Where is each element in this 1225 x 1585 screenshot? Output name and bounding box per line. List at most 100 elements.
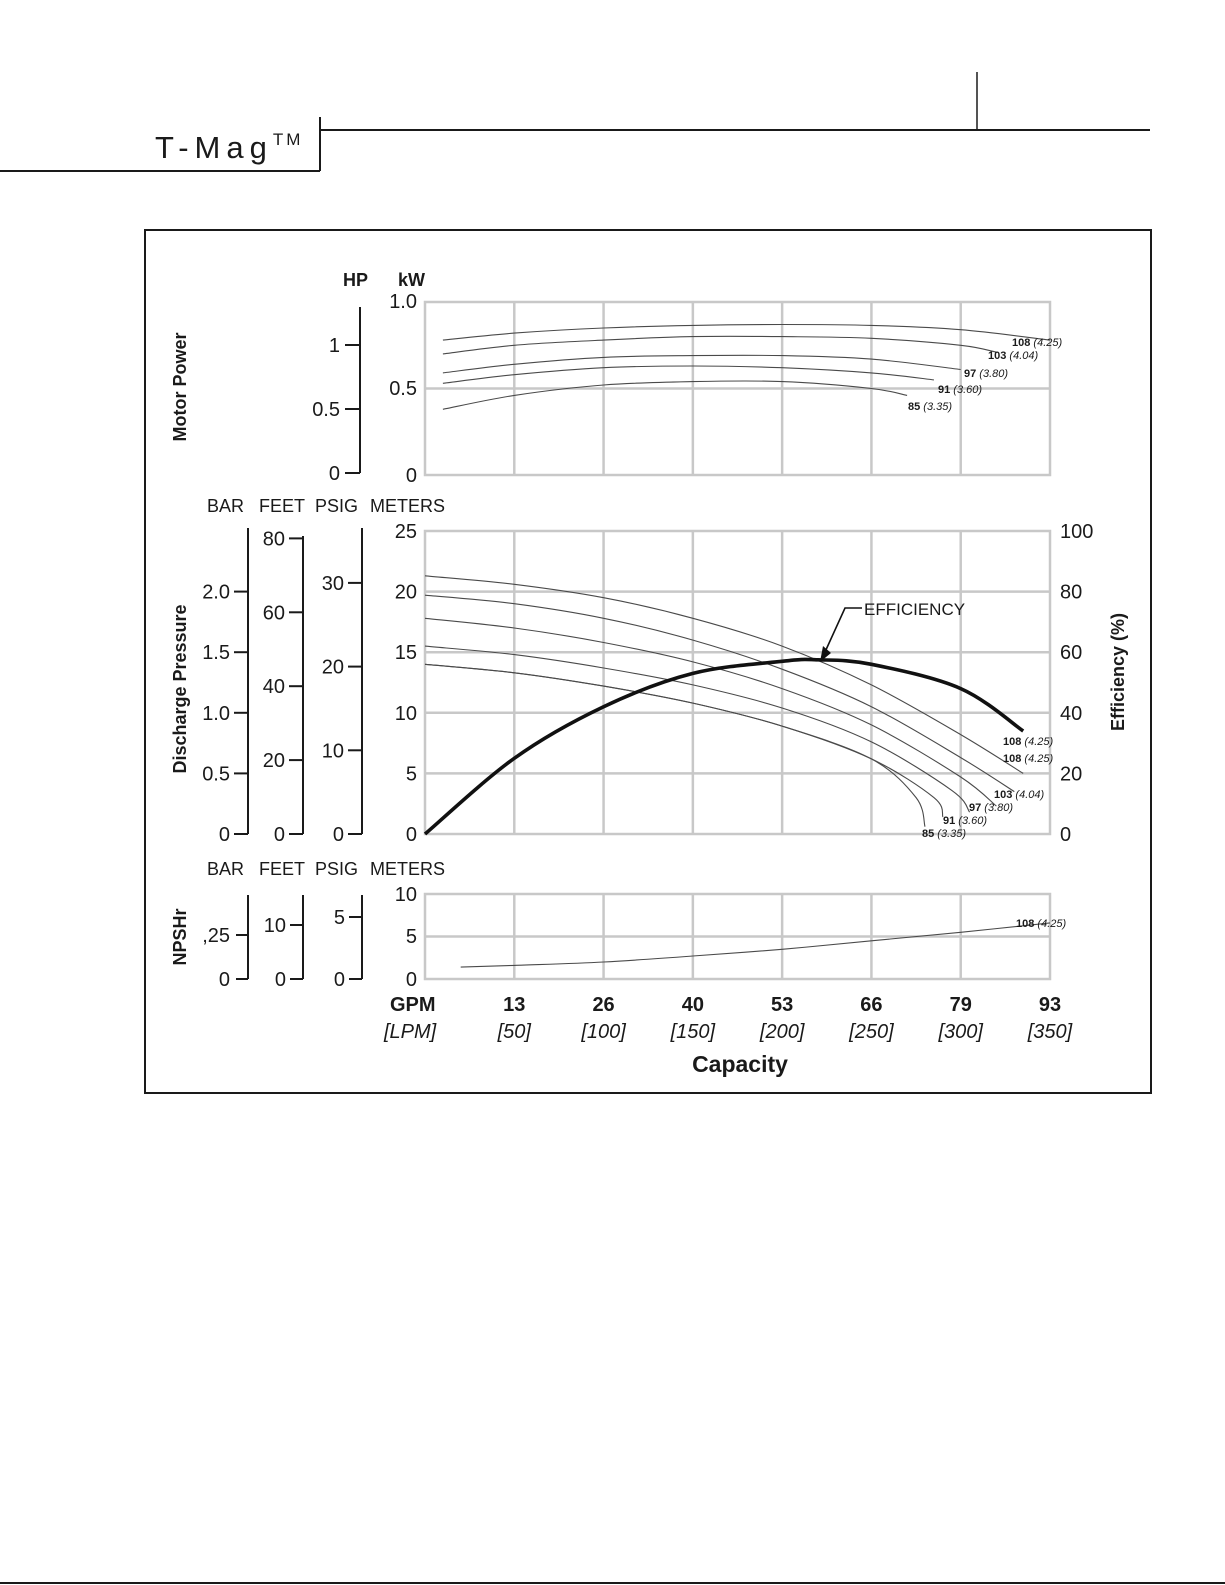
discharge-gridlines — [425, 531, 1050, 834]
psig-axis-ticks: 30 20 10 0 — [322, 573, 362, 846]
x-tick-label-lpm: [300] — [937, 1021, 983, 1043]
curve-label: 97 (3.80) — [969, 802, 1013, 814]
curve-label-diameter: 108 — [1003, 753, 1024, 765]
curve-label-kw: (4.25) — [1037, 918, 1066, 930]
curve-label-kw: (3.80) — [984, 802, 1013, 814]
meters-tick-label: 20 — [395, 582, 417, 604]
meters-tick-label: 10 — [395, 703, 417, 725]
motor-power-panel: 108 (4.25)103 (4.04)97 (3.80)91 (3.60)85… — [170, 270, 1062, 487]
brand-trademark: TM — [273, 130, 304, 149]
discharge-curve-labels: 108 (4.25)108 (4.25)103 (4.04)97 (3.80)9… — [922, 736, 1053, 840]
motor-curve-labels: 108 (4.25)103 (4.04)97 (3.80)91 (3.60)85… — [908, 337, 1062, 413]
discharge-panel: BAR FEET PSIG METERS 2.0 1.5 1.0 0.5 0 80 60 4… — [170, 496, 1128, 846]
x-tick-label-lpm: [350] — [1027, 1021, 1073, 1043]
curve-label: 108 (4.25) — [1012, 337, 1062, 349]
curve-label-kw: (4.25) — [1024, 753, 1053, 765]
npshr-panel: BAR FEET PSIG METERS ,25 0 10 0 5 0 10 5… — [170, 859, 1066, 991]
curve-label-diameter: 97 — [969, 802, 984, 814]
feet-tick-label: 0 — [274, 824, 285, 846]
npshr-bar-tick-label: 0 — [219, 969, 230, 991]
gpm-axis-label: GPM — [390, 994, 436, 1016]
efficiency-callout-arrow — [820, 646, 831, 662]
efficiency-curve — [423, 657, 1025, 836]
curve-label: 103 (4.04) — [988, 350, 1038, 362]
x-axis-ticks: 13 [50] 26 [100] 40 [150] 53 [200] 66 [250] 79 [300… — [497, 994, 1073, 1043]
curve-label-kw: (4.04) — [1009, 350, 1038, 362]
motor-power-curve — [442, 323, 1051, 341]
efficiency-axis-ticks: 100 80 60 40 20 0 — [1060, 521, 1093, 846]
unit-label-meters: METERS — [370, 496, 445, 516]
brand-title: T-MagTM — [155, 130, 303, 165]
curve-label-diameter: 108 — [1003, 736, 1024, 748]
unit-label-feet: FEET — [259, 496, 305, 516]
curve-label: 108 (4.25) — [1003, 736, 1053, 748]
discharge-pressure-title: Discharge Pressure — [170, 604, 190, 773]
efficiency-tick-label: 80 — [1060, 582, 1082, 604]
curve-label: 91 (3.60) — [943, 815, 987, 827]
unit-label-meters: METERS — [370, 859, 445, 879]
hp-tick-label: 1 — [329, 335, 340, 357]
efficiency-tick-label: 100 — [1060, 521, 1093, 543]
npshr-curve-labels: 108 (4.25) — [1016, 918, 1066, 930]
head-curve — [424, 645, 971, 813]
npshr-meters-tick-label: 0 — [406, 969, 417, 991]
feet-tick-label: 20 — [263, 750, 285, 772]
head-curve — [424, 575, 1024, 774]
figure-frame — [144, 229, 1152, 1094]
curve-label-kw: (3.35) — [937, 828, 966, 840]
curve-label-kw: (3.60) — [953, 384, 982, 396]
curve-label-kw: (3.60) — [958, 815, 987, 827]
bar-tick-label: 2.0 — [202, 582, 230, 604]
x-tick-label-gpm: 93 — [1039, 994, 1061, 1016]
curve-label: 91 (3.60) — [938, 384, 982, 396]
meters-axis-ticks: 25 20 15 10 5 0 — [395, 521, 417, 846]
curve-label-kw: (4.25) — [1033, 337, 1062, 349]
curve-label-kw: (3.80) — [979, 368, 1008, 380]
motor-gridlines — [425, 302, 1050, 475]
psig-tick-label: 20 — [322, 657, 344, 679]
meters-tick-label: 5 — [406, 763, 417, 785]
psig-tick-label: 0 — [333, 824, 344, 846]
npshr-psig-tick-label: 0 — [334, 969, 345, 991]
unit-label-psig: PSIG — [315, 496, 358, 516]
x-tick-label-lpm: [100] — [580, 1021, 626, 1043]
curve-label: 85 (3.35) — [922, 828, 966, 840]
motor-power-curve — [442, 335, 997, 355]
npshr-bar-tick-label: ,25 — [202, 925, 230, 947]
x-tick-label-lpm: [150] — [670, 1021, 716, 1043]
curve-label-diameter: 85 — [922, 828, 937, 840]
curve-label: 85 (3.35) — [908, 401, 952, 413]
motor-curves — [442, 323, 1051, 410]
curve-label-diameter: 91 — [938, 384, 953, 396]
efficiency-tick-label: 20 — [1060, 763, 1082, 785]
head-curve — [424, 663, 926, 827]
npshr-psig-tick-label: 5 — [334, 907, 345, 929]
bar-axis-ticks: 2.0 1.5 1.0 0.5 0 — [202, 582, 248, 846]
efficiency-tick-label: 60 — [1060, 642, 1082, 664]
hp-axis-label: HP — [343, 270, 368, 290]
brand-name: T-Mag — [155, 130, 273, 165]
curve-label-kw: (4.25) — [1024, 736, 1053, 748]
page-header: T-MagTM — [0, 72, 1150, 172]
curve-label-diameter: 108 — [1016, 918, 1037, 930]
feet-tick-label: 40 — [263, 676, 285, 698]
feet-tick-label: 60 — [263, 602, 285, 624]
unit-label-feet: FEET — [259, 859, 305, 879]
curve-label-diameter: 108 — [1012, 337, 1033, 349]
hp-tick-label: 0.5 — [312, 399, 340, 421]
efficiency-tick-label: 40 — [1060, 703, 1082, 725]
discharge-plot-area — [423, 529, 1052, 836]
curve-label-diameter: 85 — [908, 401, 923, 413]
curve-label-diameter: 103 — [988, 350, 1009, 362]
unit-label-bar: BAR — [207, 496, 244, 516]
bar-tick-label: 1.5 — [202, 642, 230, 664]
efficiency-callout-label: EFFICIENCY — [864, 600, 965, 619]
x-tick-label-gpm: 26 — [592, 994, 614, 1016]
curve-label-diameter: 103 — [994, 789, 1015, 801]
x-tick-label-lpm: [250] — [848, 1021, 894, 1043]
curve-label: 103 (4.04) — [994, 789, 1044, 801]
npshr-gridlines — [425, 894, 1050, 979]
psig-tick-label: 10 — [322, 740, 344, 762]
x-tick-label-gpm: 66 — [860, 994, 882, 1016]
npshr-meters-tick-label: 5 — [406, 926, 417, 948]
